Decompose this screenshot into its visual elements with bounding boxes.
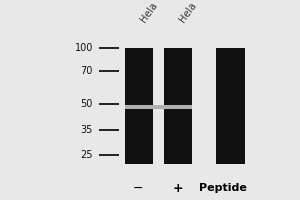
Text: 50: 50 [81,99,93,109]
Bar [216,48,244,164]
Text: 100: 100 [75,43,93,53]
Text: +: + [172,182,183,194]
Bar [124,48,153,164]
Text: Hela: Hela [138,0,159,24]
Text: 25: 25 [80,150,93,160]
Text: 35: 35 [81,125,93,135]
Bar [124,105,192,109]
Text: Peptide: Peptide [200,183,247,193]
Text: Hela: Hela [178,0,199,24]
Text: −: − [133,182,143,194]
Text: 70: 70 [81,66,93,76]
Bar [164,48,192,164]
